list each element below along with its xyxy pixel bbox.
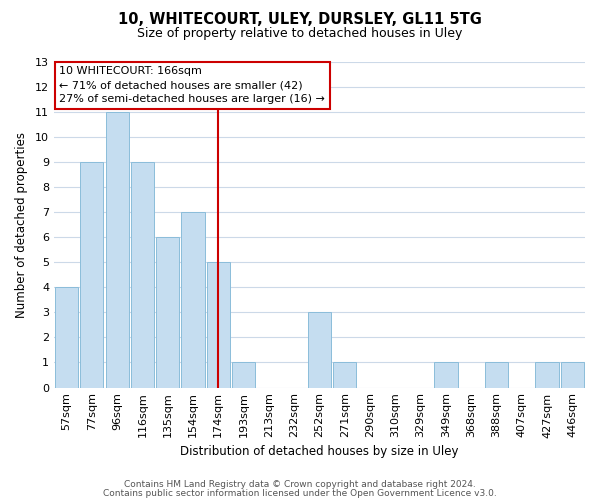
Bar xyxy=(156,237,179,388)
Bar xyxy=(206,262,230,388)
Bar xyxy=(535,362,559,388)
Text: 10, WHITECOURT, ULEY, DURSLEY, GL11 5TG: 10, WHITECOURT, ULEY, DURSLEY, GL11 5TG xyxy=(118,12,482,28)
Bar xyxy=(232,362,255,388)
X-axis label: Distribution of detached houses by size in Uley: Distribution of detached houses by size … xyxy=(180,444,459,458)
Bar xyxy=(561,362,584,388)
Text: Contains public sector information licensed under the Open Government Licence v3: Contains public sector information licen… xyxy=(103,488,497,498)
Y-axis label: Number of detached properties: Number of detached properties xyxy=(15,132,28,318)
Bar xyxy=(308,312,331,388)
Bar xyxy=(434,362,458,388)
Bar xyxy=(333,362,356,388)
Bar xyxy=(181,212,205,388)
Bar xyxy=(55,287,78,388)
Text: Contains HM Land Registry data © Crown copyright and database right 2024.: Contains HM Land Registry data © Crown c… xyxy=(124,480,476,489)
Text: 10 WHITECOURT: 166sqm
← 71% of detached houses are smaller (42)
27% of semi-deta: 10 WHITECOURT: 166sqm ← 71% of detached … xyxy=(59,66,325,104)
Text: Size of property relative to detached houses in Uley: Size of property relative to detached ho… xyxy=(137,28,463,40)
Bar xyxy=(80,162,103,388)
Bar xyxy=(485,362,508,388)
Bar xyxy=(106,112,129,388)
Bar xyxy=(131,162,154,388)
